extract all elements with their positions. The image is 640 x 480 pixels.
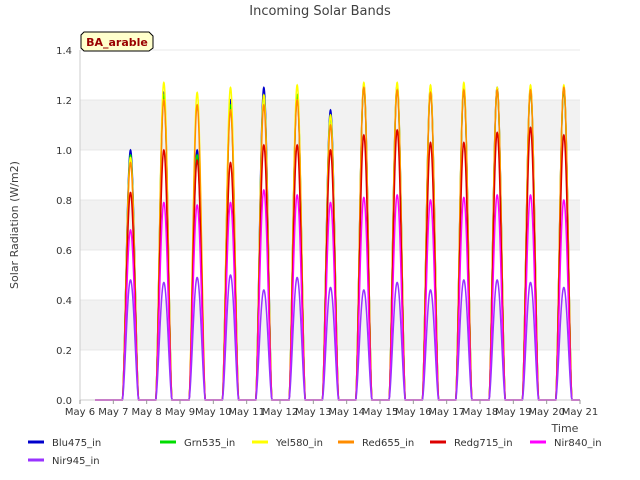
y-tick-label: 0.0 bbox=[56, 396, 72, 407]
y-tick-label: 1.4 bbox=[56, 46, 72, 57]
legend-label: Nir945_in bbox=[52, 456, 100, 467]
x-tick-label: May 10 bbox=[195, 407, 232, 418]
legend-item-red655_in: Red655_in bbox=[338, 438, 414, 449]
legend-label: Redg715_in bbox=[454, 438, 513, 449]
legend-item-nir945_in: Nir945_in bbox=[28, 456, 100, 467]
legend-label: Grn535_in bbox=[184, 438, 235, 449]
legend-item-redg715_in: Redg715_in bbox=[430, 438, 513, 449]
y-axis-label: Solar Radiation (W/m2) bbox=[8, 161, 21, 289]
legend-item-blu475_in: Blu475_in bbox=[28, 438, 101, 449]
y-tick-label: 0.8 bbox=[56, 196, 72, 207]
x-tick-label: May 9 bbox=[165, 407, 195, 418]
x-tick-label: May 18 bbox=[462, 407, 499, 418]
x-tick-label: May 20 bbox=[528, 407, 565, 418]
site-label: BA_arable bbox=[86, 36, 148, 49]
y-tick-label: 1.0 bbox=[56, 146, 72, 157]
x-tick-label: May 19 bbox=[495, 407, 532, 418]
grid-band bbox=[80, 300, 580, 350]
legend-item-grn535_in: Grn535_in bbox=[160, 438, 235, 449]
legend-item-nir840_in: Nir840_in bbox=[530, 438, 602, 449]
x-tick-label: May 17 bbox=[428, 407, 465, 418]
legend-label: Red655_in bbox=[362, 438, 414, 449]
x-tick-label: May 8 bbox=[132, 407, 162, 418]
site-label-box: BA_arable bbox=[80, 31, 154, 52]
x-tick-label: May 7 bbox=[98, 407, 128, 418]
y-tick-label: 0.6 bbox=[56, 246, 72, 257]
grid-bands bbox=[80, 49, 580, 401]
grid-band bbox=[80, 50, 580, 100]
grid-band bbox=[80, 350, 580, 400]
y-tick-label: 1.2 bbox=[56, 96, 72, 107]
x-tick-label: May 6 bbox=[65, 407, 95, 418]
x-tick-label: May 12 bbox=[262, 407, 299, 418]
x-tick-label: May 16 bbox=[395, 407, 432, 418]
chart-title: Incoming Solar Bands bbox=[249, 4, 391, 19]
legend-item-yel580_in: Yel580_in bbox=[252, 438, 323, 449]
x-tick-label: May 13 bbox=[295, 407, 332, 418]
legend-label: Yel580_in bbox=[275, 438, 323, 449]
legend-label: Nir840_in bbox=[554, 438, 602, 449]
y-tick-label: 0.4 bbox=[56, 296, 72, 307]
x-tick-label: May 15 bbox=[362, 407, 399, 418]
x-tick-label: May 14 bbox=[328, 407, 365, 418]
x-tick-label: May 11 bbox=[228, 407, 265, 418]
x-tick-label: May 21 bbox=[562, 407, 599, 418]
legend: Blu475_in Grn535_in Yel580_in Red655_in Redg… bbox=[28, 438, 602, 467]
legend-label: Blu475_in bbox=[52, 438, 101, 449]
y-tick-label: 0.2 bbox=[56, 346, 72, 357]
x-axis-label: Time bbox=[551, 422, 579, 435]
